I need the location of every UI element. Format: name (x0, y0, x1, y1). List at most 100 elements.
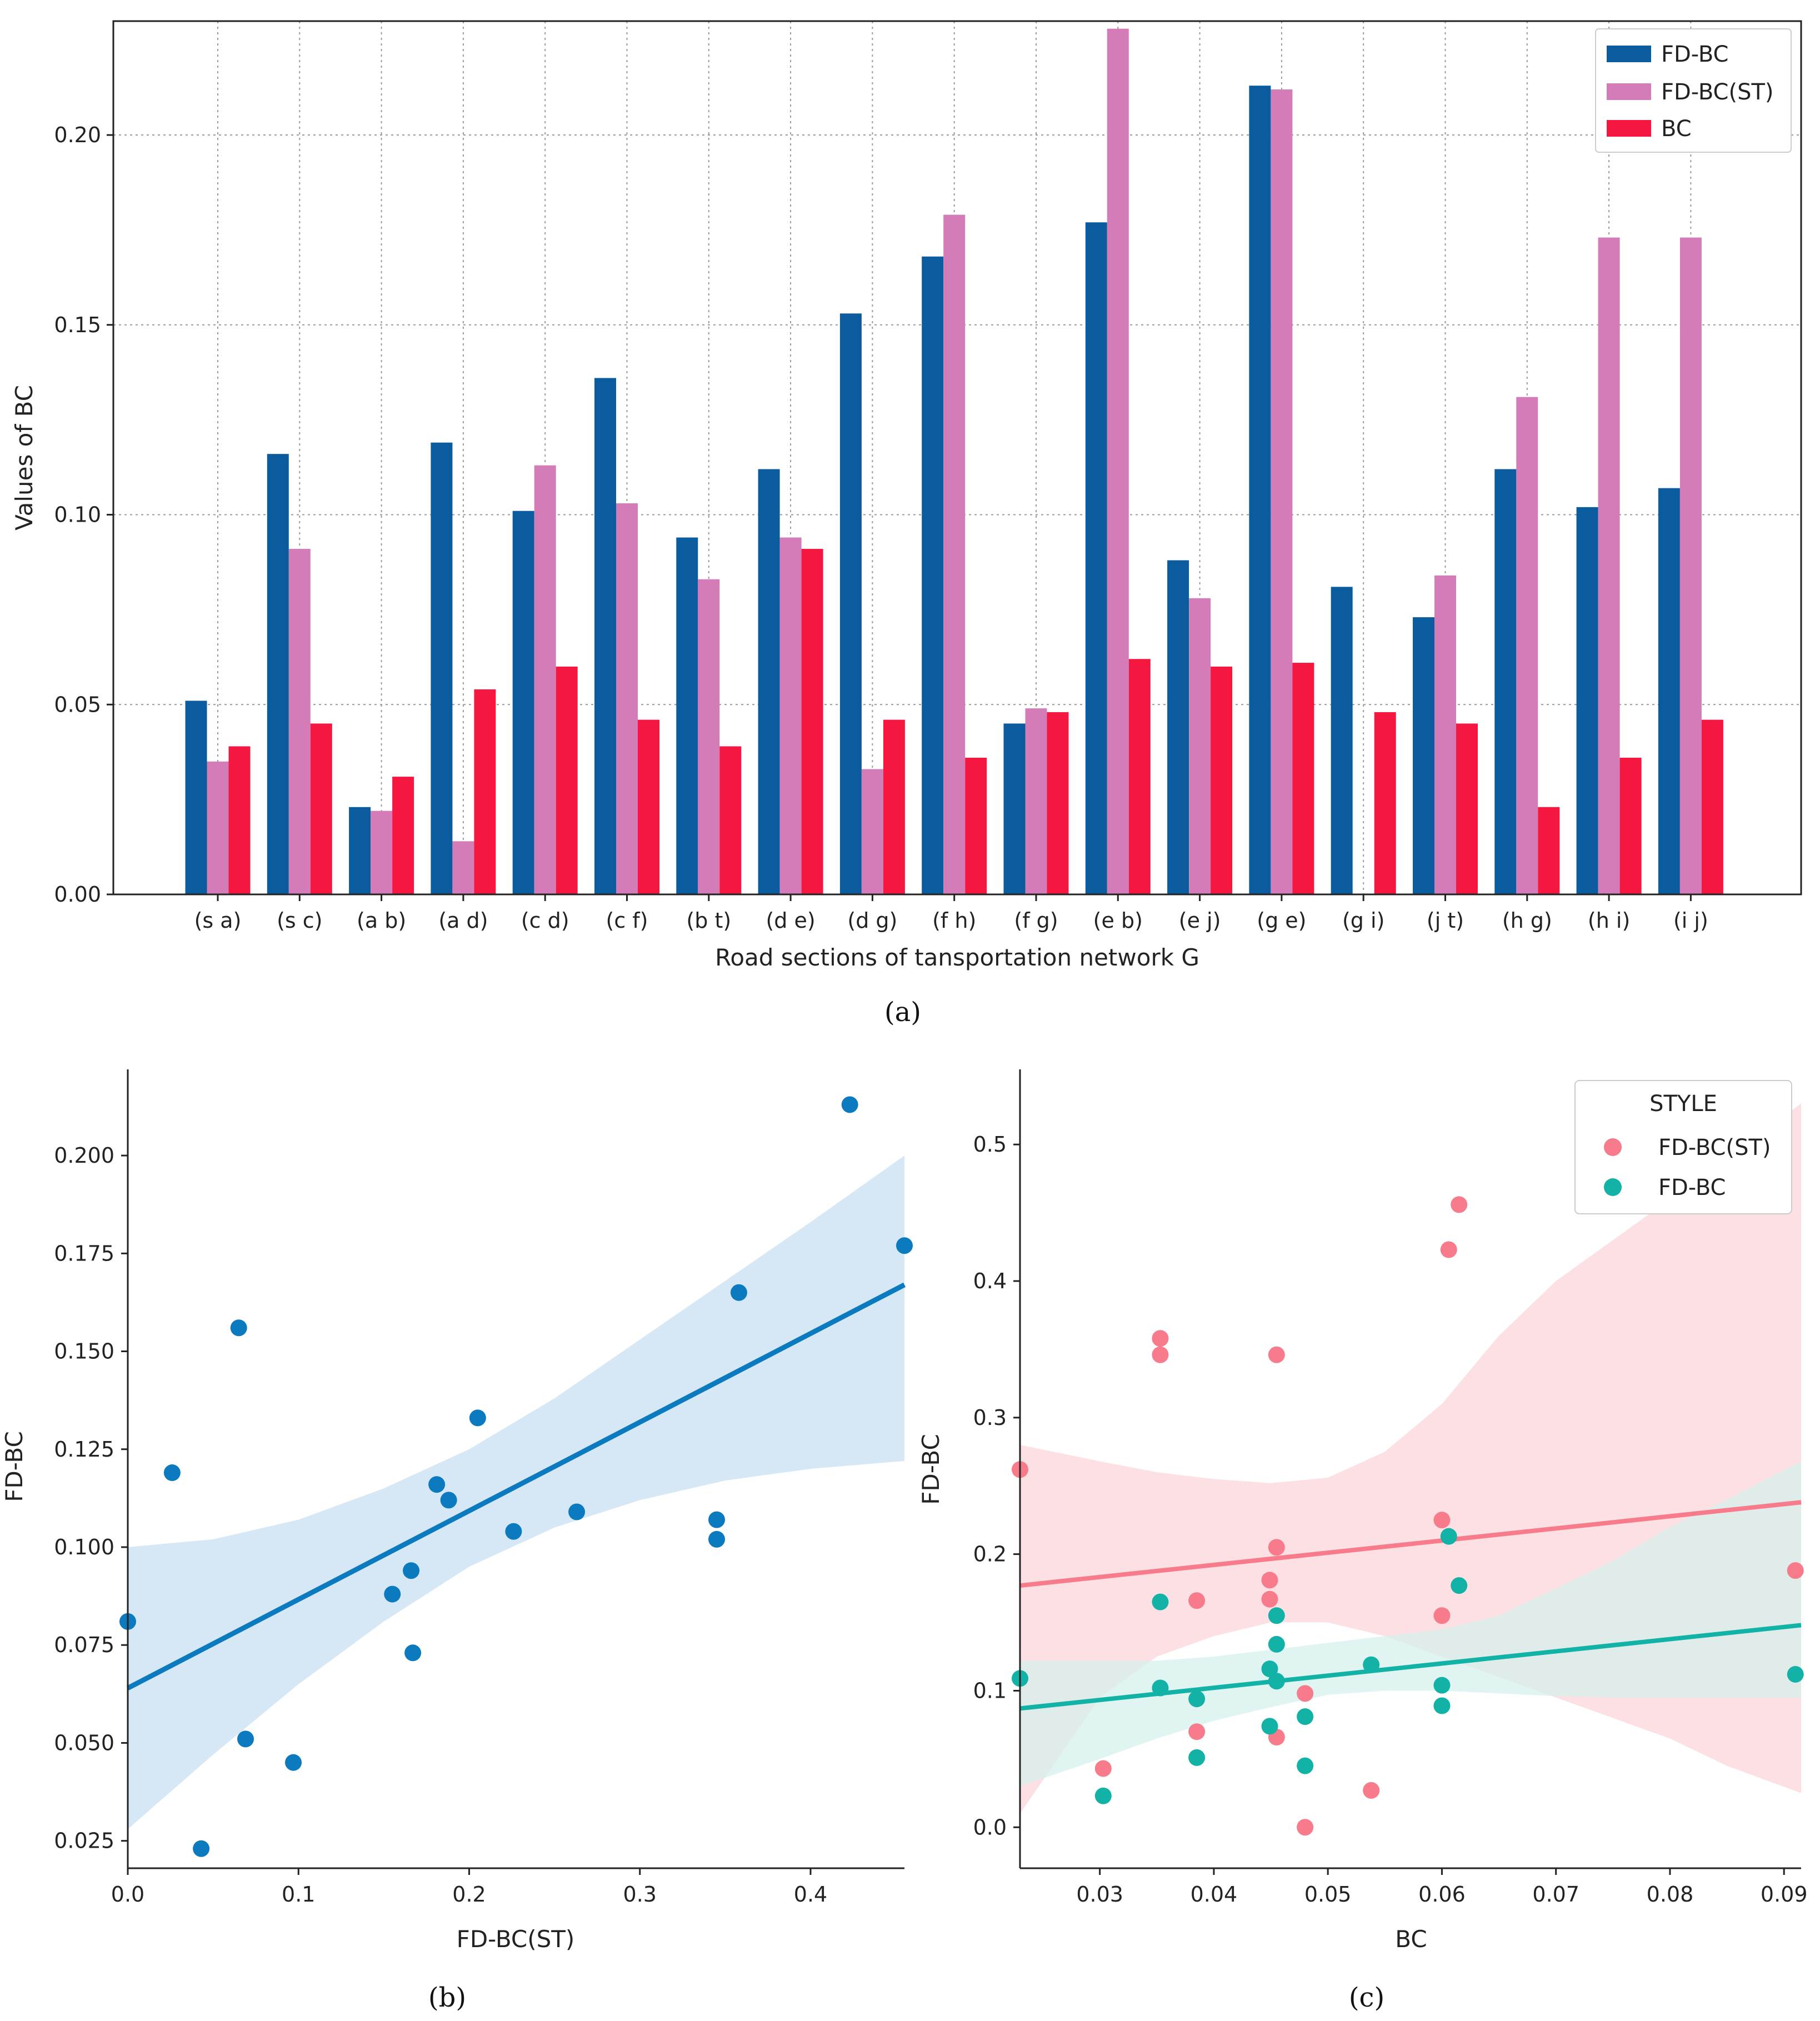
bar-fd-bc-st-a-b (371, 811, 393, 894)
c-scatter-point-fd-bc (1787, 1665, 1804, 1683)
bar-fd-bc-st-h-g (1516, 397, 1538, 894)
b-scatter-point (193, 1840, 210, 1857)
bar-fd-bc-a-b (349, 807, 371, 894)
c-scatter-point-fd-bc-st (1152, 1330, 1169, 1347)
panel-c-legend: STYLE FD-BC(ST) FD-BC (1574, 1080, 1792, 1214)
bar-fd-bc-st-j-t (1434, 575, 1456, 894)
b-scatter-point (285, 1754, 302, 1771)
bar-fd-bc-st-c-f (616, 503, 638, 894)
c-scatter-point-fd-bc-st (1787, 1562, 1804, 1579)
panel-c-legend-box (1574, 1080, 1792, 1214)
c-scatter-point-fd-bc (1451, 1577, 1468, 1594)
bar-fd-bc-st-f-h (943, 214, 966, 894)
b-x-tick-label: 0.1 (282, 1882, 315, 1907)
a-y-tick-label: 0.10 (54, 503, 101, 527)
bar-fd-bc-b-t (676, 537, 698, 894)
bar-bc-c-d (556, 666, 578, 894)
a-x-tick-label-a-b: (a b) (357, 908, 406, 933)
panel-b-regression-line (126, 1282, 906, 1690)
b-scatter-point (237, 1730, 254, 1748)
c-x-tick-label: 0.08 (1647, 1882, 1694, 1907)
bar-bc-i-j (1701, 719, 1723, 894)
c-scatter-point-fd-bc-st (1268, 1539, 1285, 1556)
panel-b-y-axis-label: FD-BC (1, 1431, 28, 1502)
c-x-tick-label: 0.03 (1076, 1882, 1123, 1907)
c-scatter-point-fd-bc (1268, 1635, 1285, 1653)
bar-bc-e-j (1211, 666, 1233, 894)
panel-c-x-axis-label: BC (1395, 1925, 1427, 1953)
panel-c-scatter-plot: 0.00.10.20.30.40.5 0.03 0.04 0.05 0.06 0.07 0… (917, 1069, 1808, 2013)
legend-swatch-bc (1607, 120, 1651, 137)
b-y-tick-label: 0.100 (54, 1535, 114, 1559)
panel-c-regression-line-fd-bc-st (1019, 1500, 1802, 1588)
bar-fd-bc-st-d-g (861, 769, 883, 894)
b-scatter-point (428, 1476, 446, 1493)
c-scatter-point-fd-bc (1268, 1607, 1285, 1624)
c-x-tick-label: 0.05 (1304, 1882, 1352, 1907)
c-scatter-point-fd-bc-st (1094, 1760, 1112, 1777)
c-x-tick-label: 0.09 (1761, 1882, 1808, 1907)
panel-c-points (1012, 1196, 1804, 1836)
panel-a-y-axis-label: Values of BC (11, 385, 38, 531)
c-scatter-point-fd-bc-st (1152, 1346, 1169, 1363)
bar-fd-bc-st-f-g (1025, 708, 1047, 894)
c-y-tick-label: 0.4 (973, 1269, 1007, 1293)
bar-bc-f-h (965, 757, 987, 894)
c-scatter-point-fd-bc-st (1433, 1607, 1451, 1624)
c-scatter-point-fd-bc-st (1188, 1723, 1206, 1740)
b-x-tick-label: 0.2 (452, 1882, 486, 1907)
c-scatter-point-fd-bc (1440, 1528, 1457, 1545)
bar-fd-bc-st-s-a (207, 761, 229, 894)
bar-fd-bc-e-j (1167, 560, 1189, 894)
c-scatter-point-fd-bc-st (1297, 1685, 1314, 1702)
b-y-tick-label: 0.200 (54, 1143, 114, 1168)
a-x-tick-label-h-g: (h g) (1502, 908, 1552, 933)
bar-fd-bc-a-d (431, 442, 453, 894)
c-scatter-point-fd-bc (1152, 1593, 1169, 1610)
bar-fd-bc-f-g (1003, 723, 1026, 894)
legend-label-fd-bc-c: FD-BC (1658, 1175, 1726, 1200)
c-scatter-point-fd-bc (1433, 1697, 1451, 1714)
b-y-tick-label: 0.150 (54, 1339, 114, 1364)
bar-fd-bc-f-h (922, 256, 944, 894)
a-x-tick-label-i-j: (i j) (1673, 908, 1708, 933)
bar-fd-bc-g-i (1331, 587, 1353, 894)
bar-bc-g-e (1292, 663, 1314, 894)
panel-c-y-ticks: 0.0 0.1 0.2 0.3 0.4 0.5 (973, 1132, 1020, 1839)
c-y-tick-label: 0.2 (973, 1542, 1007, 1567)
c-x-tick-label: 0.06 (1418, 1882, 1466, 1907)
bar-fd-bc-d-g (839, 313, 862, 894)
panel-a-x-axis-label: Road sections of tansportation network G (715, 944, 1199, 971)
bar-fd-bc-st-s-c (288, 549, 311, 894)
legend-marker-fd-bc-st (1604, 1138, 1622, 1156)
bar-bc-b-t (719, 746, 742, 894)
panel-b-confidence-band (128, 1155, 904, 1829)
a-y-tick-label: 0.15 (54, 313, 101, 337)
panel-a-x-ticks: (s a) (s c) (a b) (a d) (c d) (c f) (b t) (d e)… (194, 894, 1708, 933)
bar-fd-bc-h-g (1494, 469, 1517, 894)
bar-bc-e-b (1128, 659, 1151, 894)
legend-label-bc: BC (1661, 116, 1692, 142)
bar-bc-d-e (801, 549, 823, 894)
bar-fd-bc-j-t (1413, 617, 1434, 894)
legend-marker-fd-bc (1604, 1178, 1622, 1196)
panel-a-legend: FD-BC FD-BC(ST) BC (1595, 28, 1792, 153)
bar-fd-bc-c-f (594, 378, 616, 894)
c-scatter-point-fd-bc-st (1451, 1196, 1468, 1213)
a-x-tick-label-a-d: (a d) (438, 908, 488, 933)
bar-bc-j-t (1456, 723, 1478, 894)
c-scatter-point-fd-bc-st (1261, 1590, 1278, 1608)
b-y-tick-label: 0.050 (54, 1730, 114, 1755)
b-scatter-point (440, 1492, 457, 1509)
b-scatter-point (163, 1464, 181, 1482)
c-scatter-point-fd-bc (1297, 1757, 1314, 1774)
bar-fd-bc-i-j (1658, 488, 1680, 894)
b-x-tick-label: 0.4 (794, 1882, 827, 1907)
panel-b-x-axis-label: FD-BC(ST) (457, 1925, 575, 1953)
c-scatter-point-fd-bc (1268, 1673, 1285, 1690)
c-scatter-point-fd-bc-st (1433, 1512, 1451, 1529)
bar-bc-a-b (392, 777, 414, 894)
a-x-tick-label-s-c: (s c) (277, 908, 322, 933)
legend-label-fd-bc: FD-BC (1661, 42, 1728, 67)
b-y-tick-label: 0.025 (54, 1829, 114, 1853)
